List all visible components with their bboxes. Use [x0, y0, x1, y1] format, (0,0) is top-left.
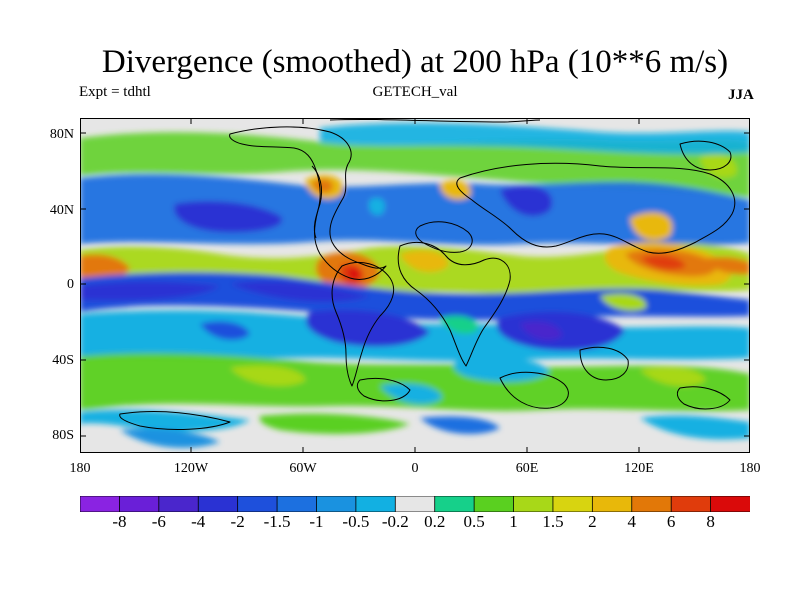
- colorbar-swatch: [394, 496, 436, 512]
- colorbar-swatch: [473, 496, 515, 512]
- dataset-label: GETECH_val: [372, 84, 458, 100]
- lon-label-120w: 120W: [173, 461, 209, 476]
- lat-label-80s: 80S: [52, 428, 74, 443]
- colorbar-swatch: [631, 496, 672, 512]
- lat-label-80n: 80N: [49, 127, 74, 142]
- colorbar-swatch: [80, 496, 121, 512]
- colorbar-label: 6: [666, 512, 676, 531]
- colorbar-swatch: [316, 496, 357, 512]
- colorbar-label: 1: [509, 512, 518, 531]
- colorbar-swatch: [119, 496, 160, 512]
- lon-label-60e: 60E: [515, 461, 539, 476]
- lon-label-0: 0: [411, 461, 419, 476]
- lon-label-120e: 120E: [624, 461, 654, 476]
- colorbar-swatch: [276, 496, 318, 512]
- colorbar-label: -1.5: [263, 512, 291, 531]
- colorbar-swatch: [591, 496, 633, 512]
- colorbar-label: -0.2: [381, 512, 409, 531]
- experiment-label: Expt = tdhtl: [79, 84, 151, 100]
- divergence-map: [80, 118, 750, 453]
- colorbar-swatch: [670, 496, 712, 512]
- lon-label-60w: 60W: [289, 461, 317, 476]
- colorbar-label: -2: [230, 512, 245, 531]
- colorbar-label: -6: [151, 512, 166, 531]
- colorbar-swatch: [237, 496, 278, 512]
- lat-label-40n: 40N: [49, 203, 74, 218]
- colorbar-label: 0.5: [463, 512, 485, 531]
- lon-label-180e: 180: [739, 461, 761, 476]
- season-label: JJA: [728, 87, 754, 103]
- colorbar-label: 1.5: [542, 512, 564, 531]
- divergence-field: [80, 122, 750, 448]
- colorbar-label: 8: [706, 512, 715, 531]
- lon-label-180w: 180: [69, 461, 91, 476]
- colorbar-label: -4: [191, 512, 206, 531]
- plot-title: Divergence (smoothed) at 200 hPa (10**6 …: [101, 44, 729, 80]
- axis-ticks: [80, 118, 750, 453]
- colorbar-swatch: [710, 496, 750, 512]
- colorbar-label: 0.2: [424, 512, 446, 531]
- colorbar: [80, 496, 750, 512]
- colorbar-swatch: [158, 496, 200, 512]
- colorbar-label: 2: [588, 512, 597, 531]
- colorbar-label: -1: [309, 512, 324, 531]
- colorbar-swatch: [513, 496, 554, 512]
- coastlines: [119, 118, 736, 430]
- colorbar-swatch: [434, 496, 475, 512]
- colorbar-swatch: [197, 496, 239, 512]
- colorbar-label: 4: [627, 512, 637, 531]
- colorbar-swatch: [355, 496, 397, 512]
- colorbar-swatch: [552, 496, 594, 512]
- colorbar-label: -8: [112, 512, 127, 531]
- colorbar-label: -0.5: [342, 512, 370, 531]
- lat-label-0: 0: [67, 277, 74, 292]
- lat-label-40s: 40S: [52, 353, 74, 368]
